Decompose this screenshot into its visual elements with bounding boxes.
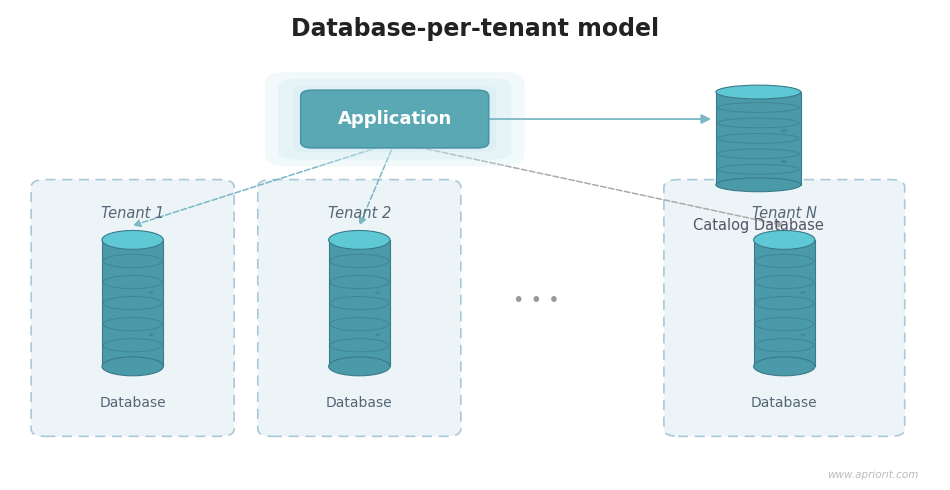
FancyBboxPatch shape	[257, 180, 461, 437]
Ellipse shape	[716, 85, 801, 99]
Text: Database: Database	[751, 396, 818, 410]
Circle shape	[375, 292, 380, 294]
Circle shape	[148, 292, 154, 294]
Ellipse shape	[716, 178, 801, 192]
Circle shape	[781, 160, 788, 163]
Circle shape	[800, 334, 806, 336]
Text: Database: Database	[100, 396, 166, 410]
FancyBboxPatch shape	[301, 90, 488, 148]
FancyBboxPatch shape	[664, 180, 904, 437]
FancyBboxPatch shape	[265, 72, 524, 166]
Bar	[329, 240, 390, 367]
Text: Tenant 1: Tenant 1	[101, 206, 164, 221]
Circle shape	[375, 334, 380, 336]
Text: Database: Database	[326, 396, 392, 410]
Text: Database-per-tenant model: Database-per-tenant model	[291, 17, 659, 41]
Circle shape	[781, 129, 788, 132]
Bar	[102, 240, 163, 367]
Bar	[716, 92, 801, 185]
Bar	[753, 240, 815, 367]
Text: Application: Application	[337, 110, 452, 128]
Text: Catalog Database: Catalog Database	[693, 219, 824, 233]
Ellipse shape	[329, 230, 390, 249]
Circle shape	[148, 334, 154, 336]
FancyBboxPatch shape	[278, 78, 511, 160]
Ellipse shape	[102, 230, 163, 249]
Text: • • •: • • •	[513, 291, 560, 310]
FancyBboxPatch shape	[294, 86, 496, 152]
Ellipse shape	[753, 230, 815, 249]
Text: www.apriorit.com: www.apriorit.com	[827, 470, 919, 480]
Text: Tenant N: Tenant N	[751, 206, 817, 221]
Ellipse shape	[329, 357, 390, 376]
Text: Tenant 2: Tenant 2	[328, 206, 391, 221]
Ellipse shape	[753, 357, 815, 376]
Ellipse shape	[102, 357, 163, 376]
Circle shape	[800, 292, 806, 294]
FancyBboxPatch shape	[31, 180, 234, 437]
